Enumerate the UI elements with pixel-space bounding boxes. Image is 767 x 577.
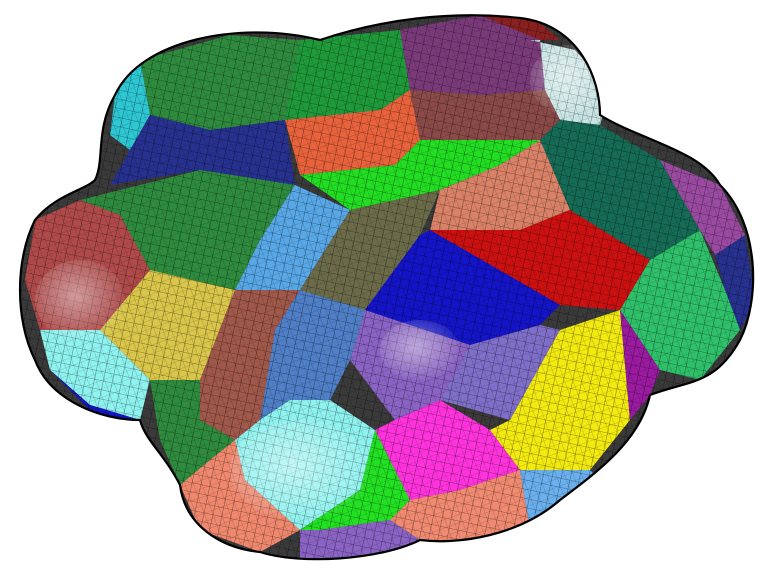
blob-outline: [18, 14, 755, 561]
